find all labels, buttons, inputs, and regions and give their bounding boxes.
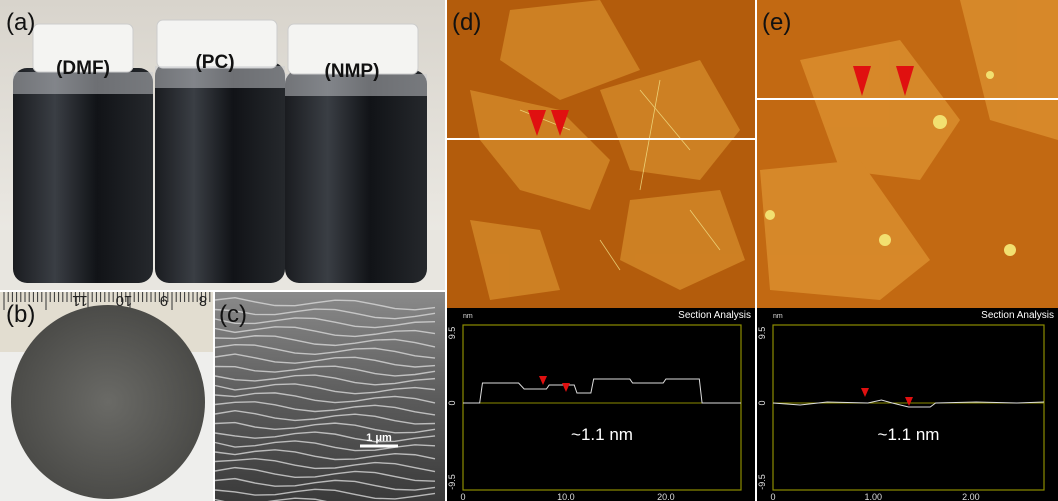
plot-background	[447, 308, 755, 501]
panel-e: (e)	[757, 0, 1058, 308]
y-tick-label: 9.5	[757, 327, 767, 340]
x-tick-label: 0	[460, 492, 465, 501]
y-tick-label: 0	[757, 400, 767, 405]
film-disc	[11, 305, 205, 499]
panel-label: (d)	[452, 9, 481, 36]
vial-label: (NMP)	[325, 61, 380, 82]
y-tick-label: -9.5	[757, 474, 767, 490]
y-tick-label: -9.5	[447, 474, 457, 490]
y-tick-label: 0	[447, 400, 457, 405]
unit-label: nm	[773, 313, 783, 320]
ruler-number: 11	[72, 292, 88, 309]
plot-title: Section Analysis	[678, 310, 751, 321]
panel-label: (a)	[6, 9, 35, 36]
x-tick-label: 20.0	[657, 492, 675, 501]
ruler-number: 10	[116, 292, 133, 309]
scale-label: 1 μm	[366, 432, 392, 444]
annotation: ~1.1 nm	[878, 425, 940, 444]
panel-a: (a) (DMF) (PC) (NMP)	[0, 0, 445, 290]
ruler-number: 8	[199, 292, 207, 309]
figure: (a) (DMF) (PC) (NMP) (b) 11 10 9 8 1 μm …	[0, 0, 1058, 501]
ruler-number: 9	[160, 292, 168, 309]
x-tick-label: 2.00	[962, 492, 980, 501]
panel-label: (b)	[6, 301, 35, 328]
panel-label: (c)	[219, 301, 247, 328]
x-tick-label: 10.0	[557, 492, 575, 501]
y-tick-label: 9.5	[447, 327, 457, 340]
panel-b: (b) 11 10 9 8	[0, 292, 213, 501]
x-tick-label: 1.00	[865, 492, 883, 501]
vial-label: (PC)	[195, 52, 234, 73]
x-tick-label: 0	[770, 492, 775, 501]
vial-label: (DMF)	[56, 58, 110, 79]
annotation: ~1.1 nm	[571, 425, 633, 444]
panel-c: 1 μm (c)	[215, 292, 445, 501]
panel-d: (d)	[447, 0, 755, 308]
plot-title: Section Analysis	[981, 310, 1054, 321]
panel-label: (e)	[762, 9, 791, 36]
unit-label: nm	[463, 313, 473, 320]
